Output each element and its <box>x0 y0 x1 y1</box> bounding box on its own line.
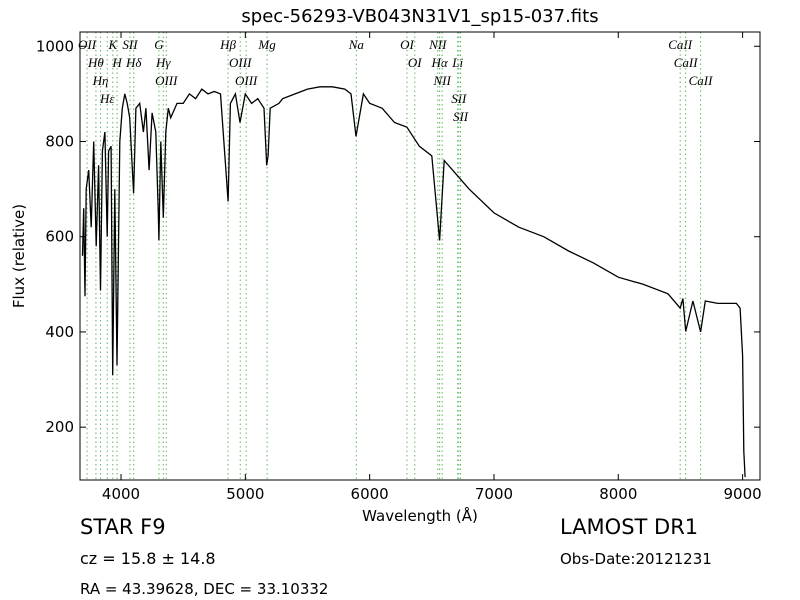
spectral-line-label: CaII <box>674 55 699 70</box>
x-tick-label: 5000 <box>226 485 264 503</box>
survey: LAMOST DR1 <box>560 515 698 539</box>
coordinates: RA = 43.39628, DEC = 33.10332 <box>80 580 328 598</box>
y-tick-label: 1000 <box>36 37 74 55</box>
x-tick-label: 8000 <box>599 485 637 503</box>
spectral-line-label: CaII <box>689 73 714 88</box>
redshift: cz = 15.8 ± 14.8 <box>80 549 216 568</box>
spectral-line-label: G <box>154 37 164 52</box>
spectral-line-label: OIII <box>229 55 252 70</box>
star-class: STAR F9 <box>80 515 166 539</box>
x-axis-label: Wavelength (Å) <box>362 506 478 525</box>
spectral-line-label: Li <box>451 55 463 70</box>
plot-frame <box>79 31 761 481</box>
obs-date: Obs-Date:20121231 <box>560 550 712 568</box>
spectral-line-label: OI <box>400 37 414 52</box>
spectral-line-label: OII <box>78 37 97 52</box>
spectral-line-label: NII <box>432 73 451 88</box>
spectral-line-label: Hγ <box>155 55 171 70</box>
x-tick-label: 6000 <box>351 485 389 503</box>
y-tick-label: 200 <box>45 418 74 436</box>
spectral-line-label: OIII <box>235 73 258 88</box>
spectral-line-label: Hα <box>431 55 449 70</box>
spectral-line-label: Hδ <box>125 55 142 70</box>
x-tick-label: 9000 <box>724 485 762 503</box>
spectral-line-label: Na <box>348 37 365 52</box>
spectral-line-label: Hε <box>99 91 115 106</box>
spectral-line-label: SII <box>122 37 138 52</box>
spectral-line-label: NII <box>428 37 447 52</box>
spectral-line-label: Hβ <box>219 37 236 52</box>
y-axis-label: Flux (relative) <box>10 204 28 308</box>
spectral-line-label: SII <box>451 91 467 106</box>
x-tick-label: 7000 <box>475 485 513 503</box>
spectral-line-label: Hη <box>92 73 109 88</box>
spectral-line-label: K <box>107 37 118 52</box>
spectral-line-label: H <box>111 55 122 70</box>
spectral-line-label: Mg <box>257 37 276 52</box>
spectral-line-label: SII <box>453 109 469 124</box>
chart-title: spec-56293-VB043N31V1_sp15-037.fits <box>241 6 598 27</box>
spectral-line-label: Hθ <box>87 55 104 70</box>
spectrum-line <box>81 86 746 478</box>
y-tick-label: 800 <box>45 133 74 151</box>
spectral-line-label: OI <box>408 55 422 70</box>
spectral-line-label: OIII <box>155 73 178 88</box>
y-tick-label: 400 <box>45 323 74 341</box>
x-tick-label: 4000 <box>102 485 140 503</box>
y-tick-label: 600 <box>45 228 74 246</box>
spectral-line-label: CaII <box>668 37 693 52</box>
